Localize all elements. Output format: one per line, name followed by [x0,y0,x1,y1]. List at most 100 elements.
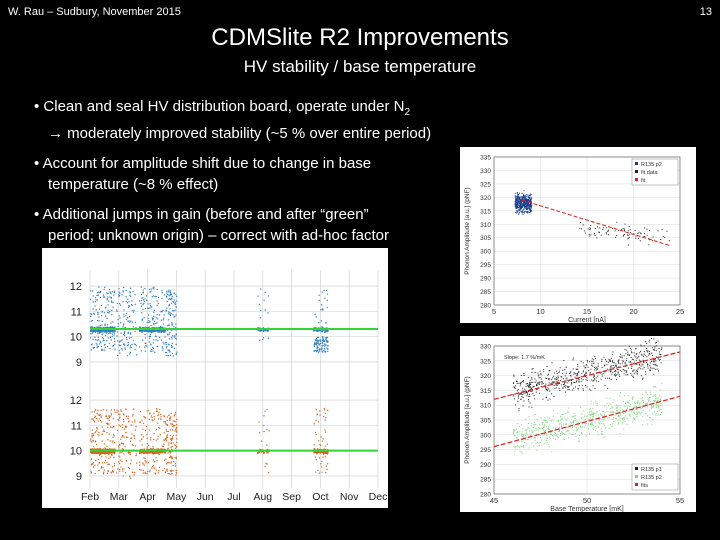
data-point [519,199,521,201]
data-point [142,291,144,293]
data-point [122,451,124,453]
data-point [627,235,629,237]
data-point [142,304,144,306]
data-point [518,201,520,203]
data-point [153,438,155,440]
data-point [102,330,104,332]
data-point [521,207,523,209]
data-point [519,204,521,206]
data-point [315,471,317,473]
data-point [142,451,144,453]
data-point [117,319,119,321]
data-point [94,451,96,453]
data-point [99,447,101,449]
data-point [129,477,132,479]
data-point [518,203,520,205]
data-point [171,457,174,459]
data-point [110,409,113,411]
data-point [313,345,316,347]
data-point [322,456,324,458]
data-point [170,469,173,471]
data-point [516,205,518,207]
data-point [519,206,521,208]
data-point [91,435,93,437]
data-point [322,452,324,455]
data-point [156,300,158,302]
data-point [171,456,173,458]
data-point [93,451,95,453]
data-point [633,233,635,235]
bullet-line-2: temperature (~8 % effect) [48,176,219,193]
data-point [326,468,328,471]
data-point [589,235,591,237]
data-point [97,458,99,461]
data-point [134,419,136,421]
data-point [317,349,319,351]
data-point [97,312,99,314]
data-point [136,354,138,356]
data-point [160,413,162,415]
data-point [103,429,105,431]
data-point [174,303,176,305]
data-point [133,435,135,437]
data-point [98,316,100,318]
data-point [621,228,623,230]
data-point [106,448,108,451]
data-point [116,331,119,333]
data-point [150,344,152,346]
data-point [525,208,527,210]
data-point [146,410,148,412]
data-point [148,321,150,324]
data-point [164,471,167,474]
data-point [327,463,329,465]
data-point [524,210,526,212]
data-point [94,415,97,417]
data-point [159,329,161,331]
data-point [97,336,99,338]
data-point [126,302,128,304]
data-point [99,291,102,293]
data-point [527,198,529,200]
data-point [134,330,136,333]
data-point [525,204,527,206]
data-point [174,337,177,339]
data-point [515,198,517,200]
data-point [113,426,115,428]
data-point [525,199,527,201]
data-point [319,342,322,345]
data-point [518,198,520,200]
data-point [157,345,159,347]
data-point [169,292,172,294]
data-point [145,417,147,419]
data-point [129,451,131,454]
data-point [100,304,103,307]
data-point [116,472,118,474]
data-point [144,460,146,462]
data-point [153,339,155,341]
data-point [524,198,526,200]
data-point [529,195,531,197]
data-point [263,424,265,427]
data-point [173,301,175,303]
data-point [129,347,131,349]
data-point [126,312,128,314]
data-point [111,451,113,454]
data-point [109,448,112,450]
data-point [316,345,318,347]
data-point [91,463,93,465]
data-point [90,330,92,332]
data-point [266,330,268,332]
data-point [148,326,150,328]
data-point [657,230,659,232]
data-point [153,451,155,453]
data-point [170,473,172,475]
data-point [319,340,321,343]
data-point [598,231,600,233]
data-point [527,211,529,213]
data-point [116,411,118,413]
data-point [148,341,150,343]
data-point [314,341,316,343]
data-point [100,467,102,469]
data-point [515,207,517,209]
data-point [264,309,266,311]
